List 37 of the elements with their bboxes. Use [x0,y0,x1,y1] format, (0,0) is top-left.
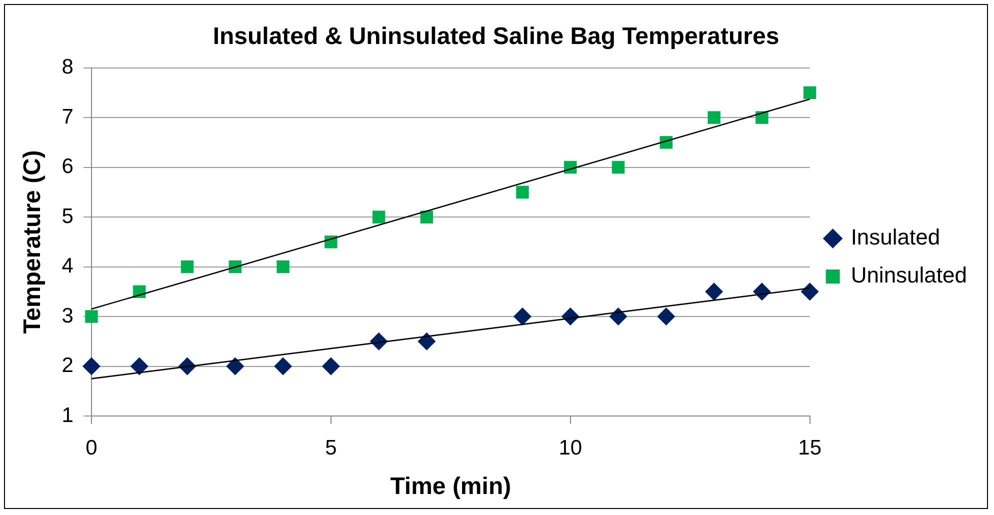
point [226,357,244,376]
x-tick-label: 5 [325,436,337,460]
y-tick-label: 1 [62,404,74,427]
legend-label: Uninsulated [850,262,967,288]
y-axis-title: Temperature (C) [19,150,46,334]
y-tick-label: 6 [62,155,74,178]
point [513,308,532,326]
point [803,86,816,100]
point [130,357,148,376]
x-axis-title: Time (min) [390,473,512,500]
point [708,111,720,124]
y-tick-label: 3 [62,304,74,328]
point [612,160,625,174]
y-tick-label: 5 [62,204,74,228]
point [180,260,194,274]
point [516,186,529,199]
point [609,308,628,326]
point [82,357,100,376]
y-tick-label: 4 [62,254,74,278]
legend-label: Insulated [850,224,940,250]
y-tick-label: 2 [62,354,74,378]
y-tick-label: 8 [62,56,74,79]
point [85,310,98,323]
chart-title: Insulated & Uninsulated Saline Bag Temperatures [212,23,780,50]
x-tick-label: 10 [558,436,582,460]
point [372,210,386,224]
point [420,210,434,224]
point [418,332,436,350]
x-tick-label: 15 [798,436,822,460]
y-tick-label: 7 [62,105,74,128]
point [274,357,292,376]
point [800,282,819,301]
point [705,282,724,301]
point [322,357,340,376]
x-tick-label: 0 [86,436,98,460]
point [276,260,290,274]
point [657,308,676,326]
